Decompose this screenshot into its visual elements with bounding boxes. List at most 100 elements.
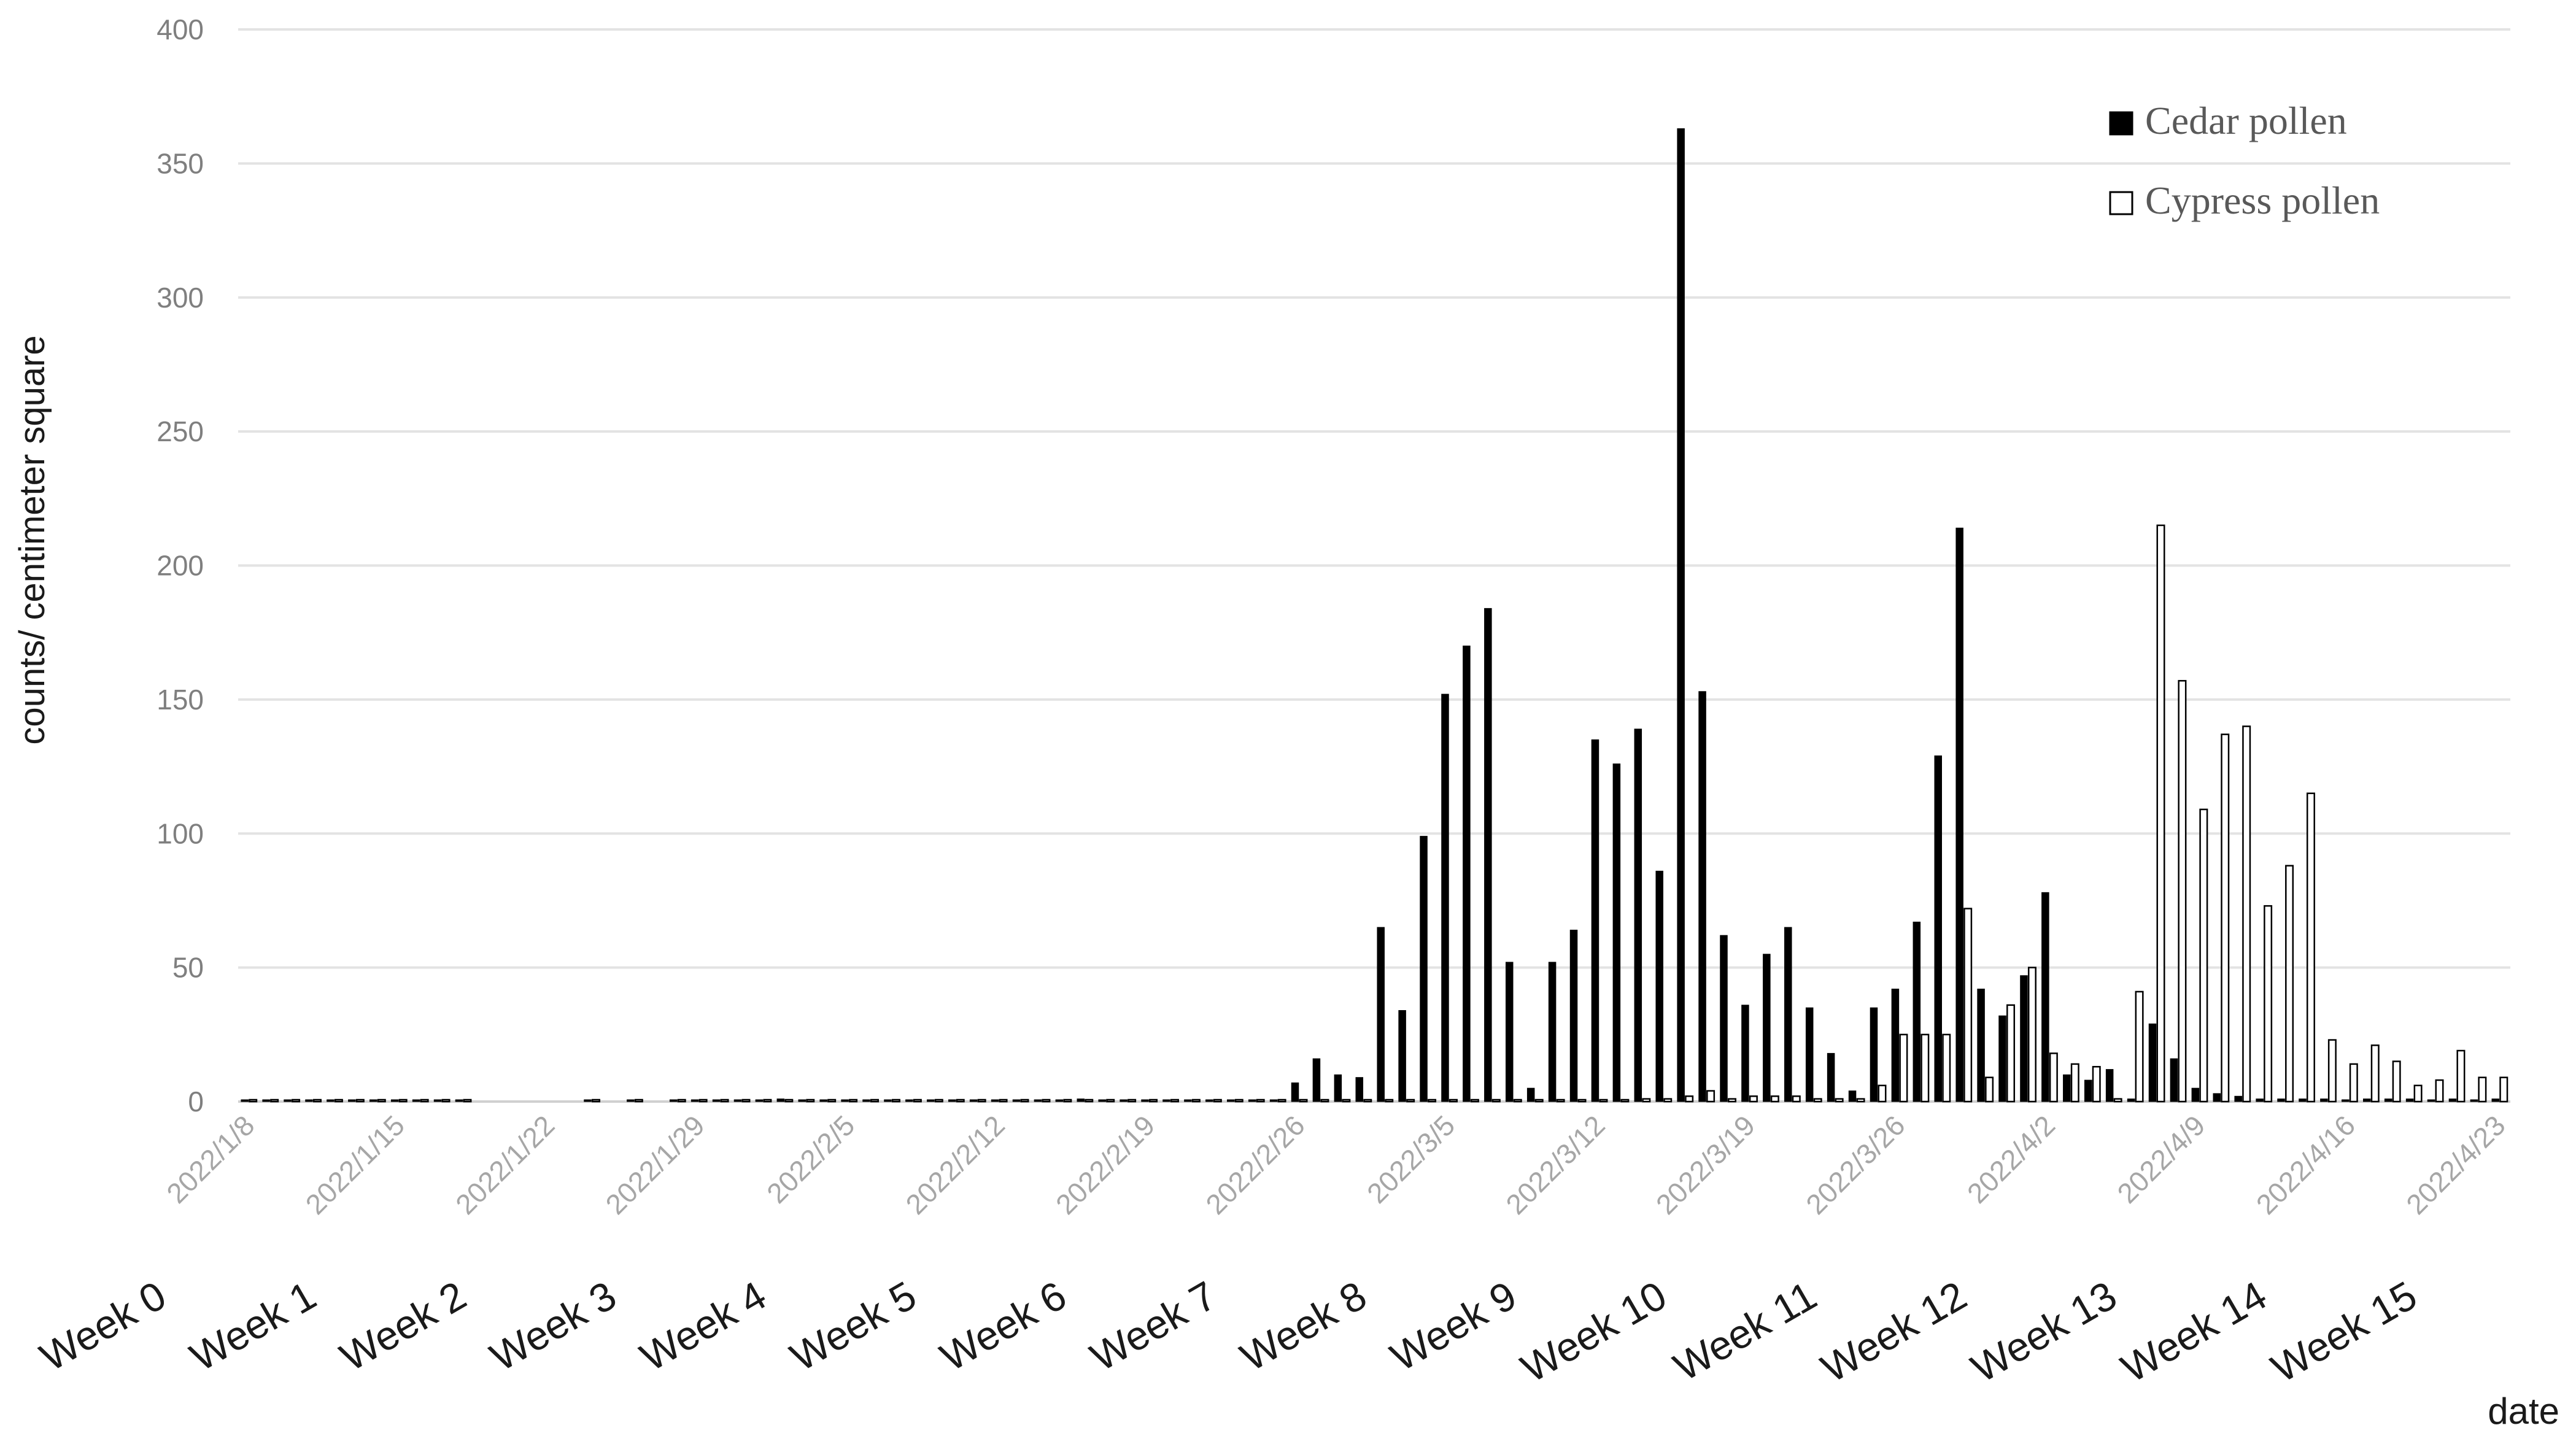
bar-cedar	[2362, 1098, 2371, 1102]
bar-cypress	[1127, 1098, 1137, 1103]
week-label: Week 9	[1383, 1272, 1524, 1380]
bar-cedar	[1720, 935, 1728, 1102]
y-tick-label: 200	[157, 550, 204, 582]
bar-cypress	[913, 1098, 922, 1103]
bar-cypress	[463, 1098, 472, 1103]
bar-cypress	[592, 1098, 601, 1103]
bar-cedar	[1827, 1052, 1835, 1102]
bar-cedar	[284, 1099, 292, 1102]
bar-cedar	[1741, 1005, 1749, 1102]
week-label: Week 11	[1666, 1272, 1824, 1389]
bar-cypress	[334, 1098, 343, 1103]
bar-cypress	[2221, 733, 2230, 1103]
bar-cypress	[827, 1098, 837, 1103]
bar-cedar	[1913, 921, 1921, 1102]
bar-cedar	[1848, 1091, 1857, 1102]
bar-cypress	[1856, 1098, 1865, 1103]
bar-cedar	[1612, 763, 1621, 1102]
x-tick-label: 2022/4/16	[2250, 1109, 2361, 1220]
bar-cedar	[1634, 728, 1642, 1102]
bar-cedar	[2191, 1087, 2200, 1102]
bar-cedar	[884, 1099, 892, 1102]
bar-cypress	[2113, 1098, 2122, 1103]
bar-cypress	[1663, 1098, 1673, 1103]
bar-cedar	[2448, 1098, 2457, 1102]
bar-cypress	[377, 1098, 386, 1103]
bar-cypress	[1770, 1095, 1779, 1103]
bar-cypress	[1385, 1098, 1394, 1103]
bar-cedar	[2470, 1099, 2478, 1102]
bar-cedar	[755, 1099, 764, 1102]
bar-cypress	[355, 1098, 365, 1103]
bar-cedar	[2299, 1098, 2307, 1102]
bar-cedar	[862, 1099, 870, 1102]
week-labels: Week 0 Week 1 Week 2 Week 3 Week 4 Week 5 Week…	[33, 1272, 2424, 1391]
bar-cedar	[627, 1099, 635, 1102]
bar-cedar	[2427, 1099, 2435, 1102]
bar-cedar	[1870, 1007, 1878, 1102]
bar-cedar	[1398, 1010, 1406, 1102]
bar-cedar	[2063, 1074, 2071, 1102]
bar-cypress	[2199, 808, 2208, 1103]
bar-cypress	[1213, 1098, 1222, 1103]
y-tick-label: 100	[157, 817, 204, 849]
x-tick-label: 2022/2/5	[760, 1109, 861, 1209]
y-tick-label: 300	[157, 282, 204, 314]
bar-cedar	[1763, 954, 1771, 1102]
x-tick-label: 2022/3/19	[1650, 1109, 1761, 1220]
bar-cedar	[1506, 962, 1514, 1102]
bar-cypress	[1599, 1098, 1608, 1103]
week-label: Week 14	[2114, 1272, 2275, 1391]
bar-cypress	[1363, 1098, 1372, 1103]
bar-cedar	[327, 1099, 335, 1102]
y-tick-label: 150	[157, 684, 204, 716]
bar-cypress	[1342, 1098, 1351, 1103]
bar-cypress	[1792, 1095, 1801, 1103]
bar-cypress	[870, 1098, 880, 1103]
grid-lines	[238, 28, 2510, 1103]
bar-cypress	[741, 1098, 751, 1103]
bar-cypress	[2413, 1084, 2423, 1103]
bar-cedar	[712, 1099, 721, 1102]
bar-cypress	[1513, 1098, 1522, 1103]
bar-cedar	[1891, 989, 1900, 1102]
bar-cypress	[1149, 1098, 1158, 1103]
bar-cypress	[1920, 1033, 1930, 1103]
bar-cedar	[1998, 1015, 2006, 1102]
week-label: Week 15	[2264, 1272, 2424, 1391]
bar-cedar	[412, 1099, 420, 1102]
bar-cypress	[1813, 1098, 1822, 1103]
week-label: Week 1	[182, 1272, 323, 1380]
week-label: Week 8	[1232, 1272, 1374, 1380]
bar-cypress	[763, 1098, 772, 1103]
bar-cedar	[2256, 1098, 2264, 1102]
bar-cedar	[1655, 870, 1663, 1102]
x-tick-label: 2022/2/12	[899, 1109, 1010, 1220]
bar-cypress	[2435, 1079, 2444, 1103]
week-label: Week 7	[1083, 1272, 1224, 1380]
bar-cypress	[849, 1098, 858, 1103]
legend: Cedar pollen Cypress pollen	[2109, 99, 2380, 222]
x-tick-label: 2022/4/2	[1961, 1109, 2061, 1209]
bar-cypress	[1020, 1098, 1029, 1103]
bar-cedar	[1569, 929, 1578, 1102]
bar-cedar	[2384, 1098, 2392, 1102]
bar-cedar	[1377, 927, 1385, 1102]
bar-cypress	[312, 1098, 322, 1103]
bar-cypress	[1556, 1098, 1565, 1103]
bar-cypress	[2070, 1063, 2079, 1103]
bar-cypress	[977, 1098, 986, 1103]
bar-cedar	[669, 1099, 678, 1102]
bar-cypress	[1428, 1098, 1437, 1103]
bar-cedar	[1248, 1099, 1256, 1102]
bar-cedar	[819, 1099, 827, 1102]
bar-cedar	[1441, 693, 1449, 1102]
bar-cedar	[948, 1099, 956, 1102]
bar-cypress	[2135, 990, 2144, 1103]
bar-cypress	[1491, 1098, 1501, 1103]
x-tick-label: 2022/3/12	[1499, 1109, 1611, 1220]
bar-cypress	[720, 1098, 729, 1103]
bar-cypress	[2242, 725, 2251, 1103]
bar-cypress	[1963, 908, 1973, 1103]
bar-cypress	[1899, 1033, 1908, 1103]
